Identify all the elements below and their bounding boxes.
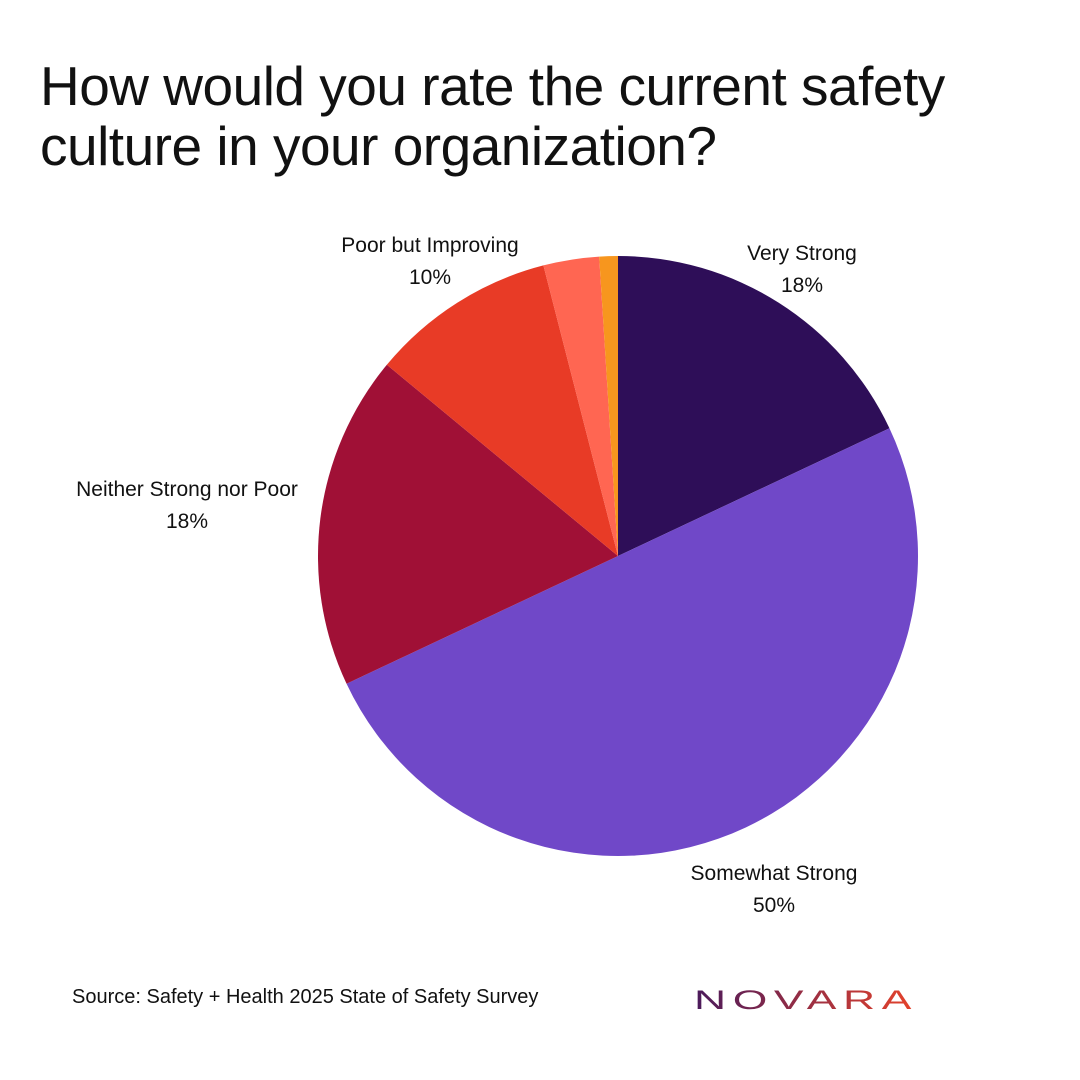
logo-wordmark: NOVARA <box>694 985 918 1013</box>
pie-slice-neither-strong-nor-poor <box>318 364 618 684</box>
slice-label-name: Very Strong <box>747 242 857 265</box>
slice-label-value: 10% <box>409 266 451 289</box>
slice-label-name: Somewhat Strong <box>691 862 858 885</box>
slice-label-name: Poor but Improving <box>341 234 518 257</box>
slice-label-name: Neither Strong nor Poor <box>76 478 298 501</box>
chart-title: How would you rate the current safety cu… <box>40 55 945 177</box>
pie-slices <box>318 256 919 857</box>
slice-label-value: 18% <box>166 510 208 533</box>
pie-slice-poor-but-improving <box>386 265 618 556</box>
pie-labels: Very Strong 18% Somewhat Strong 50% Neither … <box>76 234 857 917</box>
pie-slice-very-strong <box>618 256 890 556</box>
slice-label-value: 50% <box>753 894 795 917</box>
slice-label-value: 18% <box>781 274 823 297</box>
pie-slice-unlabeled-4 <box>543 256 618 556</box>
pie-slice-somewhat-strong <box>346 428 919 857</box>
novara-logo: NOVARA <box>694 985 918 1013</box>
source-note: Source: Safety + Health 2025 State of Sa… <box>72 986 539 1008</box>
pie-slice-unlabeled-5 <box>599 256 618 556</box>
